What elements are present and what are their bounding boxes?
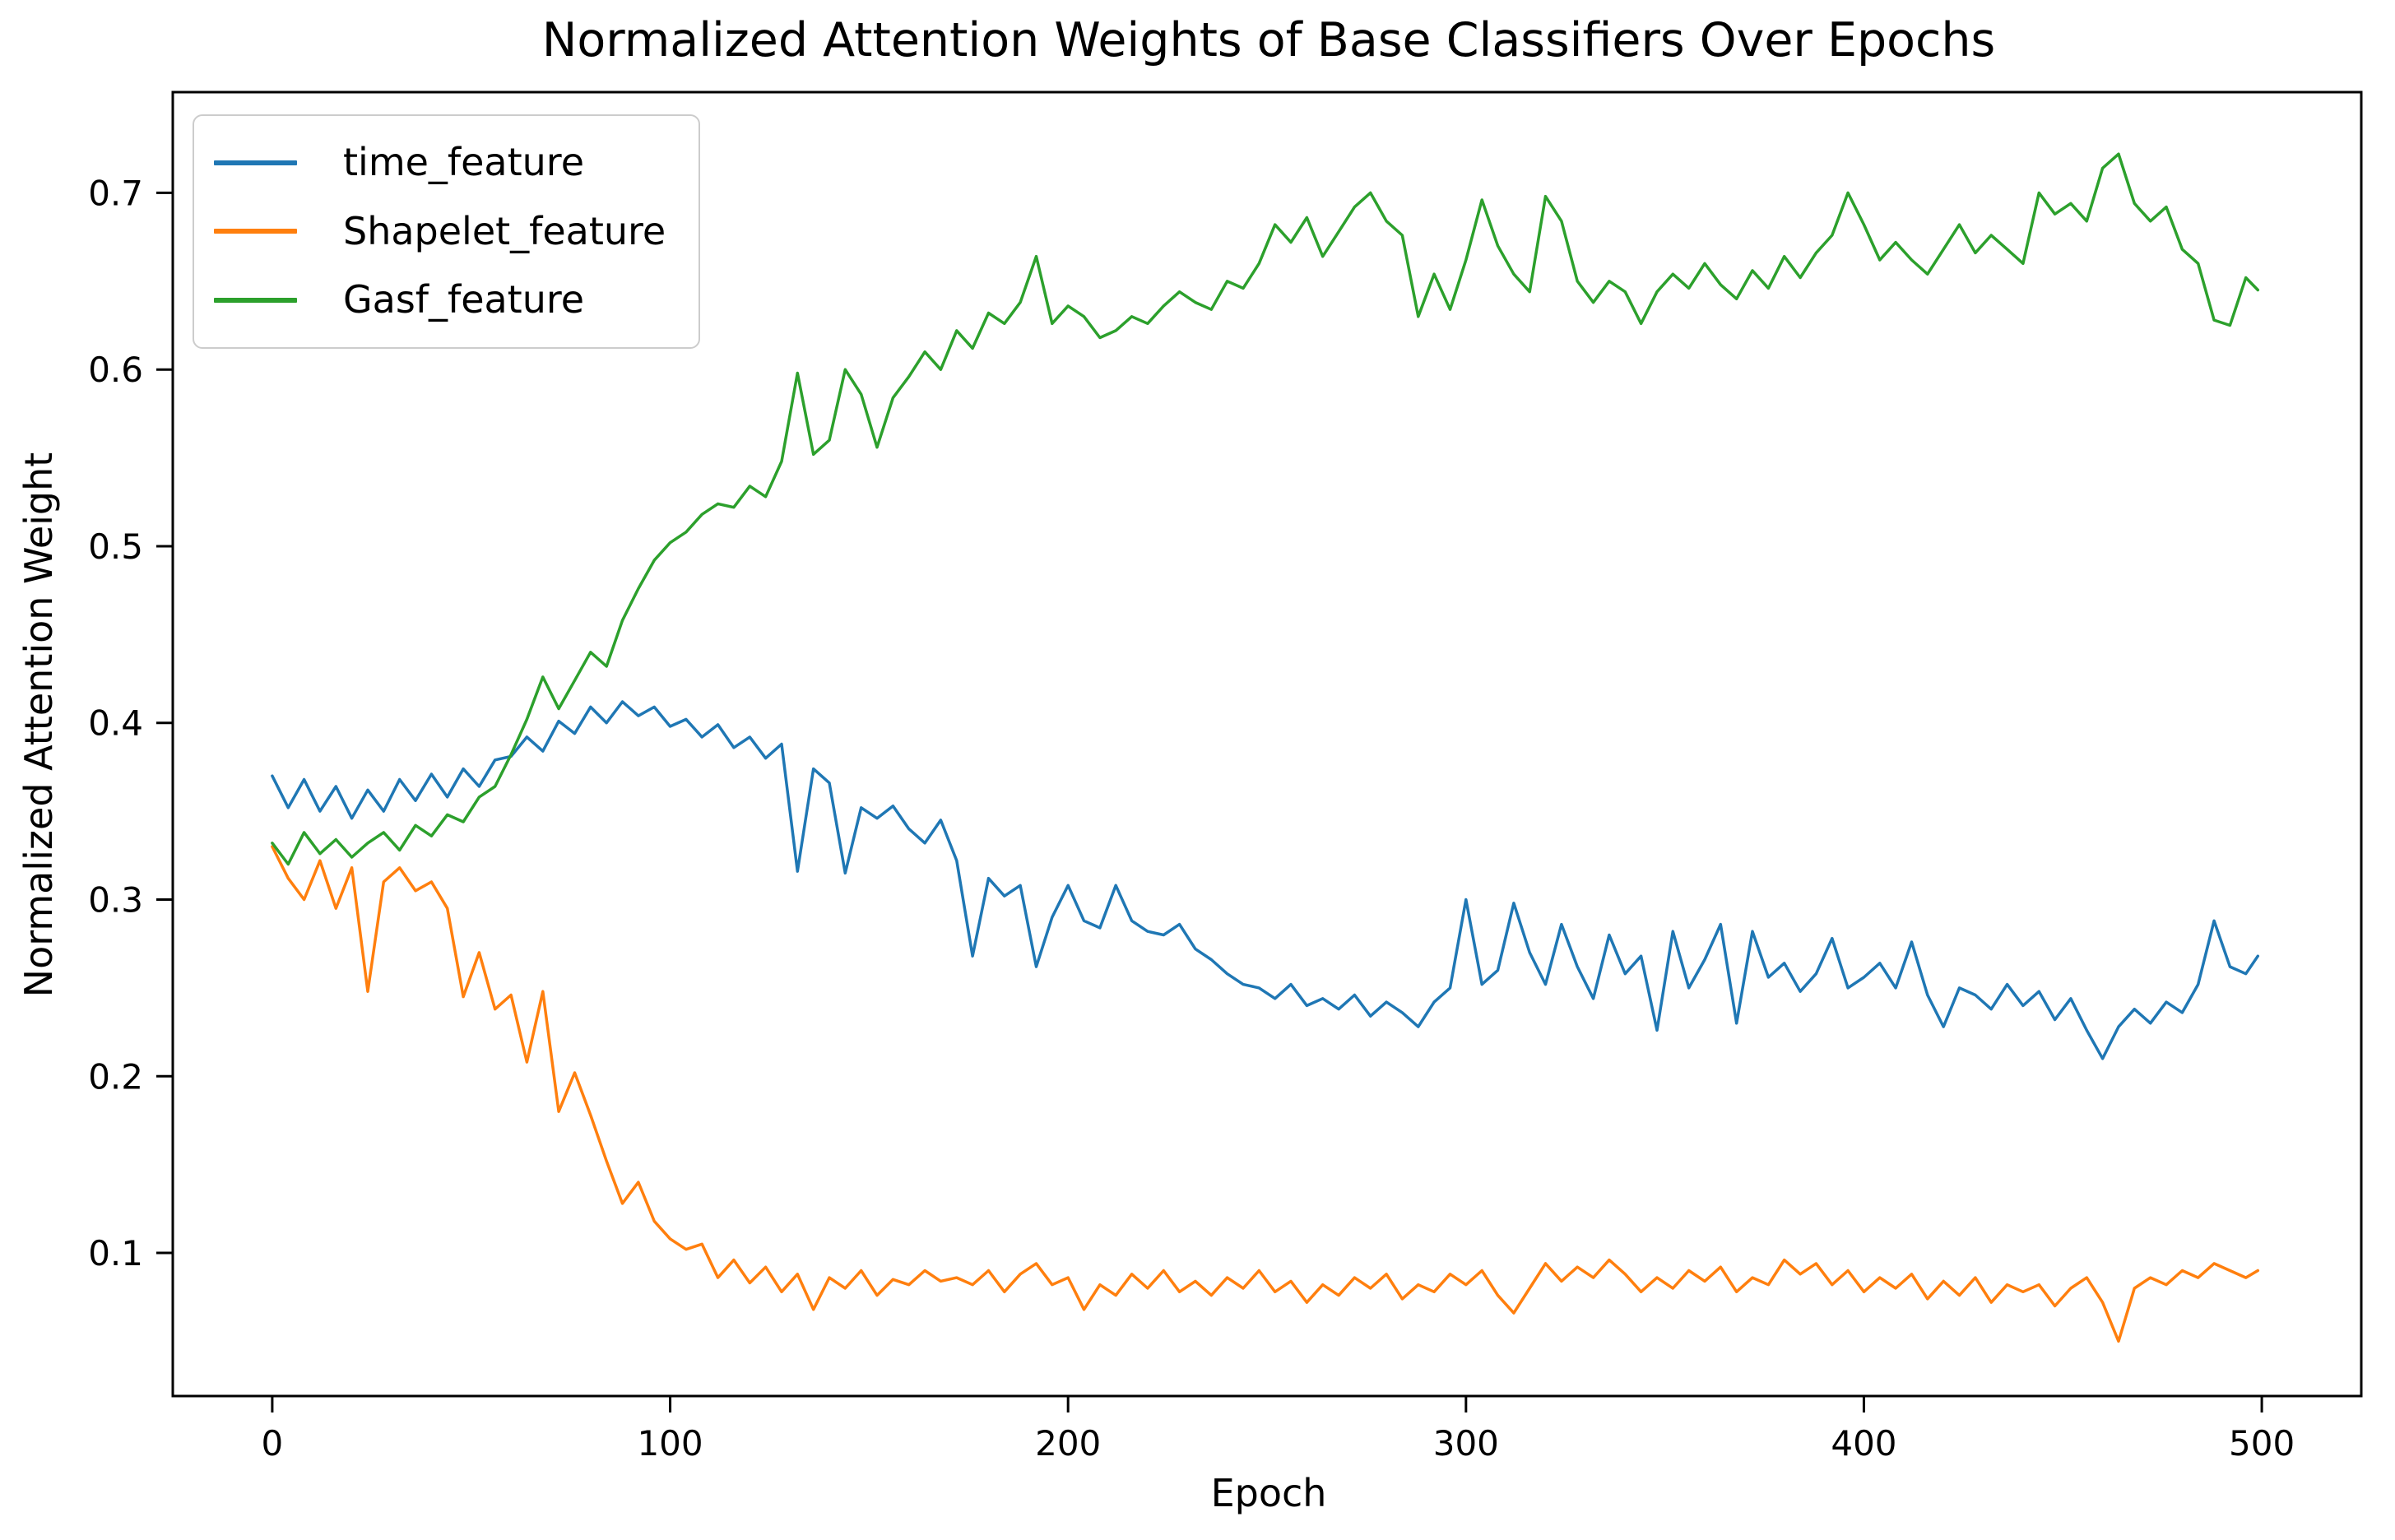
x-tick-label: 400 (1831, 1423, 1896, 1463)
y-tick-label: 0.6 (88, 350, 143, 390)
legend-item-shapelet-feature: Shapelet_feature (214, 208, 666, 256)
series-line-time_feature (271, 700, 2260, 1060)
axes-frame (171, 90, 2363, 1398)
x-tick-label: 0 (262, 1423, 284, 1463)
series-line-Gasf_feature (271, 152, 2260, 866)
series-line-Shapelet_feature (271, 845, 2260, 1343)
y-axis-label: Normalized Attention Weight (16, 452, 61, 998)
x-tick-label: 200 (1035, 1423, 1101, 1463)
x-tick-label: 500 (2229, 1423, 2295, 1463)
y-tick-label: 0.3 (88, 879, 143, 920)
legend-item-gasf-feature: Gasf_feature (214, 276, 666, 324)
x-tick-label: 300 (1433, 1423, 1499, 1463)
x-axis-label: Epoch (1210, 1471, 1327, 1515)
y-tick-label: 0.4 (88, 703, 143, 744)
legend-box: time_feature Shapelet_feature Gasf_featu… (193, 114, 701, 349)
legend-line-sample-orange (214, 229, 297, 234)
x-tick-label: 100 (637, 1423, 703, 1463)
legend-line-sample-blue (214, 160, 297, 165)
legend-line-sample-green (214, 297, 297, 303)
legend-label: Gasf_feature (343, 277, 585, 322)
legend-label: Shapelet_feature (343, 208, 666, 253)
y-tick-label: 0.7 (88, 173, 143, 213)
y-tick-label: 0.2 (88, 1056, 143, 1097)
legend-label: time_feature (343, 140, 585, 184)
y-tick-label: 0.1 (88, 1233, 143, 1273)
legend-item-time-feature: time_feature (214, 139, 666, 187)
y-tick-label: 0.5 (88, 526, 143, 567)
chart-title: Normalized Attention Weights of Base Cla… (541, 13, 1996, 67)
